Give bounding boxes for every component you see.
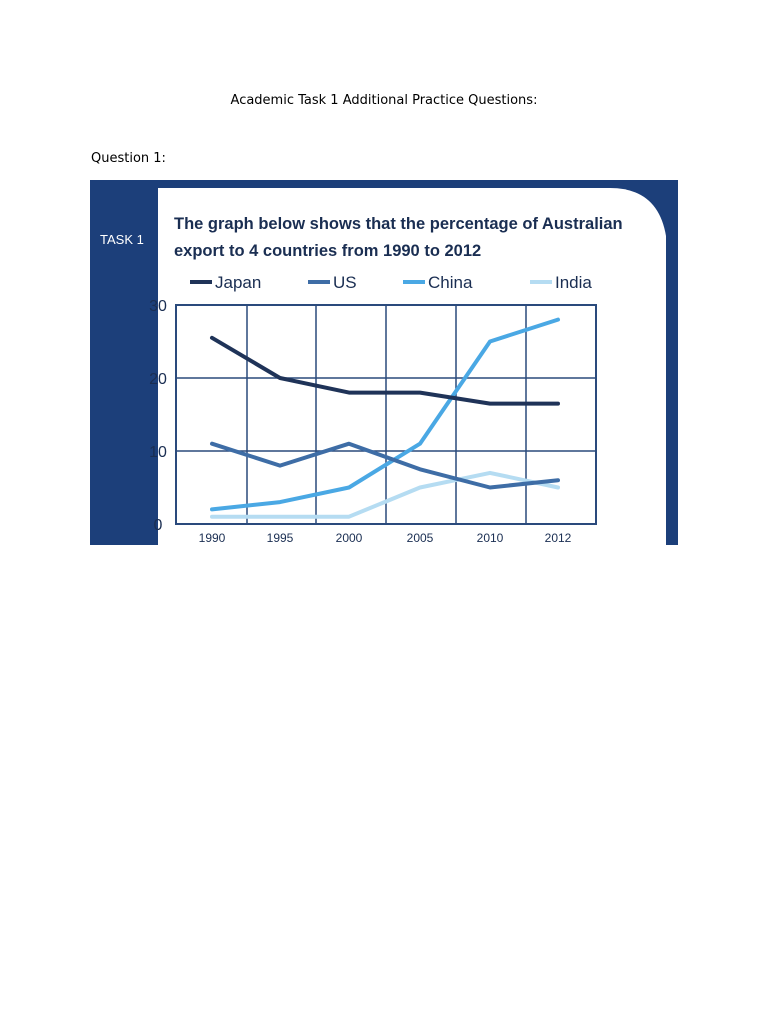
y-tick-label: 10: [149, 444, 167, 461]
chart-series: [210, 317, 560, 519]
legend-label-china: China: [428, 273, 473, 292]
x-tick-label: 2012: [545, 531, 572, 545]
chart-card: [158, 188, 666, 545]
y-tick-label: 30: [149, 298, 167, 315]
line-chart: TASK 1 The graph below shows that the pe…: [90, 188, 666, 545]
series-line-us: [210, 441, 560, 490]
task-badge-label: TASK 1: [100, 232, 144, 247]
y-tick-label: 0: [154, 517, 163, 534]
document-heading: Academic Task 1 Additional Practice Ques…: [230, 93, 538, 108]
y-axis: 0 10 20 30: [149, 298, 167, 534]
series-line-china: [210, 317, 560, 512]
series-line-india: [210, 470, 560, 519]
task-badge: [90, 215, 158, 265]
x-tick-label: 2010: [477, 531, 504, 545]
chart-title-line-1: The graph below shows that the percentag…: [174, 215, 623, 233]
chart-legend: Japan US China India: [190, 273, 592, 292]
series-line-japan: [210, 335, 560, 406]
chart-figure: TASK 1 The graph below shows that the pe…: [90, 180, 678, 545]
x-tick-label: 2000: [336, 531, 363, 545]
legend-label-india: India: [555, 273, 592, 292]
x-tick-label: 2005: [407, 531, 434, 545]
question-label: Question 1:: [91, 151, 166, 166]
chart-grid: [175, 304, 597, 525]
x-axis: 1990 1995 2000 2005 2010 2012: [199, 531, 572, 545]
x-tick-label: 1990: [199, 531, 226, 545]
legend-label-japan: Japan: [215, 273, 261, 292]
chart-title-line-2: export to 4 countries from 1990 to 2012: [174, 242, 481, 260]
legend-label-us: US: [333, 273, 357, 292]
y-tick-label: 20: [149, 371, 167, 388]
x-tick-label: 1995: [267, 531, 294, 545]
